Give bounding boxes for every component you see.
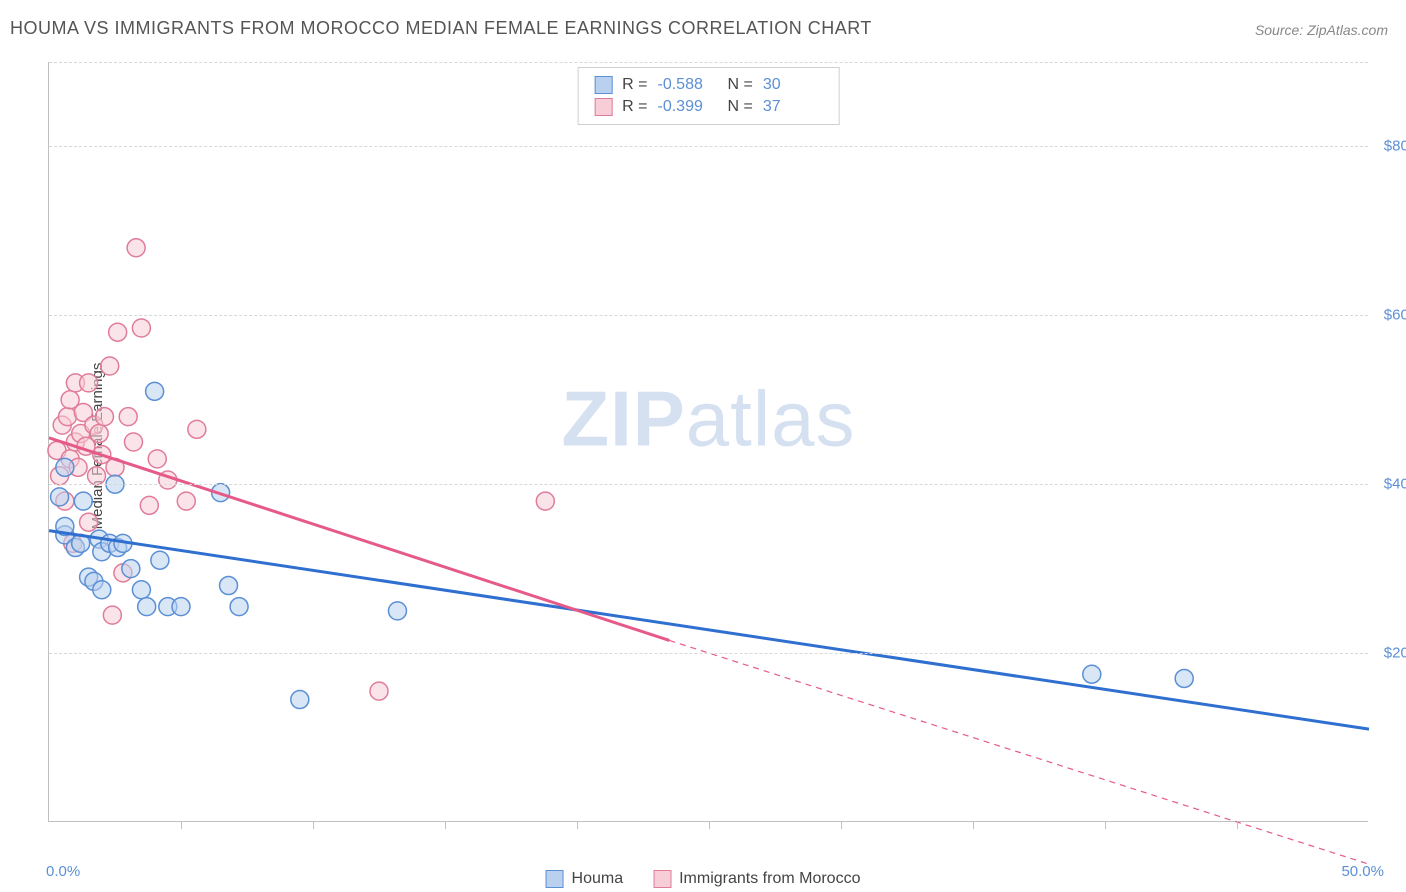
x-tick — [313, 821, 314, 829]
legend: Houma Immigrants from Morocco — [546, 870, 861, 888]
scatter-point — [80, 374, 98, 392]
scatter-point — [140, 496, 158, 514]
scatter-point — [370, 682, 388, 700]
scatter-point — [172, 598, 190, 616]
scatter-point — [146, 382, 164, 400]
x-tick — [1237, 821, 1238, 829]
scatter-point — [220, 577, 238, 595]
scatter-point — [1083, 665, 1101, 683]
scatter-point — [56, 458, 74, 476]
scatter-point — [230, 598, 248, 616]
scatter-point — [109, 323, 127, 341]
gridline-h — [49, 484, 1368, 485]
scatter-point — [103, 606, 121, 624]
x-tick — [973, 821, 974, 829]
legend-label-houma: Houma — [572, 870, 624, 888]
scatter-point — [132, 319, 150, 337]
scatter-point — [148, 450, 166, 468]
gridline-h — [49, 62, 1368, 63]
scatter-point — [127, 239, 145, 257]
legend-swatch-houma — [546, 870, 564, 888]
y-tick-label: $40,000 — [1384, 476, 1406, 493]
scatter-point — [101, 357, 119, 375]
scatter-point — [51, 488, 69, 506]
scatter-point — [58, 408, 76, 426]
x-tick — [841, 821, 842, 829]
gridline-h — [49, 146, 1368, 147]
scatter-point — [132, 581, 150, 599]
scatter-point — [1175, 669, 1193, 687]
trend-line — [49, 531, 1369, 729]
scatter-point — [151, 551, 169, 569]
legend-item-morocco: Immigrants from Morocco — [653, 870, 860, 888]
scatter-point — [138, 598, 156, 616]
chart-plot-area: ZIPatlas R = -0.588 N = 30 R = -0.399 N … — [48, 62, 1368, 822]
scatter-point — [122, 560, 140, 578]
legend-label-morocco: Immigrants from Morocco — [679, 870, 860, 888]
scatter-point — [93, 581, 111, 599]
x-tick — [577, 821, 578, 829]
scatter-svg — [49, 62, 1368, 821]
x-axis-max-label: 50.0% — [1341, 863, 1384, 880]
scatter-point — [124, 433, 142, 451]
scatter-point — [74, 492, 92, 510]
chart-title: HOUMA VS IMMIGRANTS FROM MOROCCO MEDIAN … — [10, 18, 872, 39]
trend-line — [669, 640, 1369, 864]
scatter-point — [88, 467, 106, 485]
x-axis-min-label: 0.0% — [46, 863, 80, 880]
scatter-point — [291, 691, 309, 709]
x-tick — [1105, 821, 1106, 829]
scatter-point — [90, 425, 108, 443]
x-tick — [709, 821, 710, 829]
scatter-point — [388, 602, 406, 620]
scatter-point — [536, 492, 554, 510]
scatter-point — [95, 408, 113, 426]
x-tick — [181, 821, 182, 829]
legend-swatch-morocco — [653, 870, 671, 888]
gridline-h — [49, 653, 1368, 654]
gridline-h — [49, 315, 1368, 316]
x-tick — [445, 821, 446, 829]
y-tick-label: $80,000 — [1384, 138, 1406, 155]
y-tick-label: $20,000 — [1384, 645, 1406, 662]
scatter-point — [119, 408, 137, 426]
source-attribution: Source: ZipAtlas.com — [1255, 22, 1388, 38]
scatter-point — [188, 420, 206, 438]
legend-item-houma: Houma — [546, 870, 624, 888]
scatter-point — [177, 492, 195, 510]
y-tick-label: $60,000 — [1384, 307, 1406, 324]
scatter-point — [80, 513, 98, 531]
